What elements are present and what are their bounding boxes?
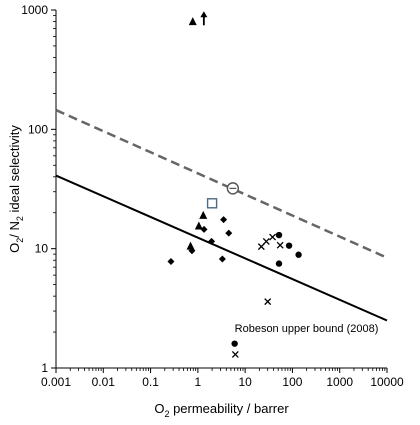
triangle-point [188, 17, 197, 26]
triangle-point [194, 221, 203, 230]
circle-point [285, 242, 293, 249]
diamond-point [220, 216, 228, 224]
up-arrow-head [200, 11, 208, 18]
x-point-stroke [257, 243, 265, 251]
plot-frame [55, 10, 387, 369]
y-tick-label: 1000 [21, 3, 48, 17]
y-axis-title: O2/ N2 ideal selectivity [7, 125, 25, 253]
data-points [167, 11, 302, 358]
x-tick-label: 100 [282, 375, 302, 389]
x-point [264, 298, 272, 306]
diamond-point [225, 229, 233, 237]
x-tick-label: 1000 [326, 375, 353, 389]
x-tick-label: 10 [238, 375, 252, 389]
x-point [257, 243, 265, 251]
x-tick-label: 1 [195, 375, 202, 389]
x-tick-label: 0.01 [92, 375, 116, 389]
trend-lines [55, 108, 388, 322]
diamond-point [167, 258, 175, 266]
x-tick-label: 10000 [370, 375, 404, 389]
x-point-stroke [231, 350, 239, 358]
circle-point [231, 340, 238, 347]
dashed-trend-line [55, 108, 388, 259]
diamond-point [208, 237, 216, 245]
circle-point [295, 251, 302, 258]
open-circle-point [226, 182, 240, 195]
up-arrow-icon [200, 11, 208, 26]
x-point [231, 350, 239, 358]
diamond-point [218, 255, 226, 263]
x-point-stroke [276, 241, 284, 249]
x-axis-title: O2 permeability / barrer [154, 401, 289, 419]
upper-bound-line [55, 174, 388, 322]
axis-labels: 0.001 0.01 0.1 1 10 100 1000 10000 1 10 100 1000 O2 … [7, 3, 404, 419]
y-tick-label: 10 [35, 242, 49, 256]
triangle-point [199, 210, 208, 219]
diamond-point [200, 225, 208, 233]
diamond-point [188, 247, 196, 255]
x-point-stroke [264, 298, 272, 306]
y-tick-label: 100 [28, 122, 48, 136]
y-tick-label: 1 [41, 361, 48, 375]
x-tick-label: 0.001 [41, 375, 71, 389]
x-point [269, 233, 277, 241]
x-point-stroke [269, 233, 277, 241]
upper-bound-annotation: Robeson upper bound (2008) [235, 323, 379, 335]
triangle-point [186, 241, 195, 250]
x-point-stroke [262, 237, 270, 245]
x-point [262, 237, 270, 245]
axis-ticks [51, 9, 388, 373]
circle-point [275, 260, 283, 267]
open-square-point [206, 198, 218, 209]
x-tick-label: 0.1 [142, 375, 159, 389]
x-point [276, 241, 284, 249]
circle-point [275, 231, 283, 239]
